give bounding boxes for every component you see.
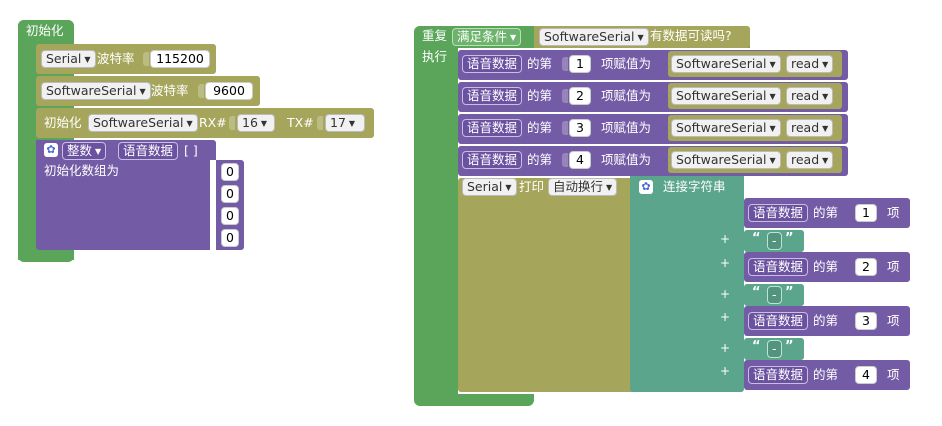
rx-pin-dropdown[interactable]: 16 ▼ xyxy=(237,114,275,132)
array-value-4[interactable]: 0 xyxy=(221,229,239,247)
assign-of-4: 的第 xyxy=(527,152,553,167)
assign-port-2[interactable]: SoftwareSerial ▼ xyxy=(671,87,781,105)
baud-input-2[interactable]: 9600 xyxy=(205,82,253,100)
assign-method-3[interactable]: read ▼ xyxy=(786,119,834,137)
assign-index-4[interactable]: 4 xyxy=(569,151,591,169)
assign-port-4[interactable]: SoftwareSerial ▼ xyxy=(671,151,781,169)
join-item-array-4[interactable]: 语音数据 xyxy=(748,366,809,384)
softserial-init-port-dropdown[interactable]: SoftwareSerial ▼ xyxy=(88,114,198,132)
rx-label: RX# xyxy=(199,115,227,130)
join-item-suffix-2: 项 xyxy=(887,259,900,274)
available-port-dropdown[interactable]: SoftwareSerial ▼ xyxy=(539,28,649,46)
array-value-2[interactable]: 0 xyxy=(221,185,239,203)
repeat-while-block[interactable] xyxy=(414,26,458,404)
serial-print-block[interactable] xyxy=(458,178,636,392)
join-item-index-2[interactable]: 2 xyxy=(855,258,877,276)
join-item-suffix-1: 项 xyxy=(887,205,900,220)
assign-port-3[interactable]: SoftwareSerial ▼ xyxy=(671,119,781,137)
join-item-of-1: 的第 xyxy=(813,205,839,220)
join-item-of-3: 的第 xyxy=(813,313,839,328)
assign-index-2[interactable]: 2 xyxy=(569,87,591,105)
assign-label-1: 项赋值为 xyxy=(601,56,652,71)
baud-label: 波特率 xyxy=(97,51,135,66)
join-plus-5[interactable]: + xyxy=(720,341,731,355)
baud-input[interactable]: 115200 xyxy=(150,50,210,68)
separator-text-2[interactable]: - xyxy=(767,286,782,304)
join-item-suffix-4: 项 xyxy=(887,367,900,382)
assign-array-2[interactable]: 语音数据 xyxy=(462,87,523,105)
assign-method-1[interactable]: read ▼ xyxy=(786,55,834,73)
assign-index-3[interactable]: 3 xyxy=(569,119,591,137)
assign-label-3: 项赋值为 xyxy=(601,120,652,135)
join-string-block[interactable] xyxy=(630,176,744,392)
assign-array-1[interactable]: 语音数据 xyxy=(462,55,523,73)
assign-array-3[interactable]: 语音数据 xyxy=(462,119,523,137)
print-port-dropdown[interactable]: Serial ▼ xyxy=(462,178,517,196)
separator-text-3[interactable]: - xyxy=(767,340,782,358)
join-gear-icon[interactable]: ✿ xyxy=(639,180,653,194)
join-item-array-3[interactable]: 语音数据 xyxy=(748,312,809,330)
join-plus-4[interactable]: + xyxy=(720,310,731,324)
assign-method-2[interactable]: read ▼ xyxy=(786,87,834,105)
init-prefix: 初始化 xyxy=(44,115,82,130)
join-plus-1[interactable]: + xyxy=(720,232,731,246)
join-item-array-2[interactable]: 语音数据 xyxy=(748,258,809,276)
assign-label-2: 项赋值为 xyxy=(601,88,652,103)
tx-pin-dropdown[interactable]: 17 ▼ xyxy=(325,114,365,132)
print-label: 打印 xyxy=(519,179,545,194)
separator-text-1[interactable]: - xyxy=(767,232,782,250)
condition-dropdown[interactable]: 满足条件 ▼ xyxy=(452,28,522,46)
assign-method-4[interactable]: read ▼ xyxy=(786,151,834,169)
gear-icon[interactable]: ✿ xyxy=(44,143,58,157)
array-name-field[interactable]: 语音数据 xyxy=(118,142,179,160)
assign-array-4[interactable]: 语音数据 xyxy=(462,151,523,169)
join-plus-2[interactable]: + xyxy=(720,256,731,270)
join-item-suffix-3: 项 xyxy=(887,313,900,328)
print-mode-dropdown[interactable]: 自动换行 ▼ xyxy=(548,178,618,196)
baud-label-2: 波特率 xyxy=(151,83,189,98)
array-init-label: 初始化数组为 xyxy=(44,163,120,178)
join-item-index-3[interactable]: 3 xyxy=(855,312,877,330)
repeat-label: 重复 xyxy=(422,28,448,43)
join-item-of-4: 的第 xyxy=(813,367,839,382)
join-item-index-4[interactable]: 4 xyxy=(855,366,877,384)
available-text: 有数据可读吗? xyxy=(650,28,732,43)
assign-port-1[interactable]: SoftwareSerial ▼ xyxy=(671,55,781,73)
array-type-dropdown[interactable]: 整数 ▼ xyxy=(62,142,107,160)
join-plus-6[interactable]: + xyxy=(720,364,731,378)
join-plus-3[interactable]: + xyxy=(720,287,731,301)
join-item-array-1[interactable]: 语音数据 xyxy=(748,204,809,222)
assign-of-1: 的第 xyxy=(527,56,553,71)
softserial-port-dropdown[interactable]: SoftwareSerial ▼ xyxy=(41,82,151,100)
array-value-1[interactable]: 0 xyxy=(221,163,239,181)
assign-of-2: 的第 xyxy=(527,88,553,103)
array-brackets: [ ] xyxy=(184,143,198,158)
tx-label: TX# xyxy=(287,115,314,130)
join-item-of-2: 的第 xyxy=(813,259,839,274)
array-value-3[interactable]: 0 xyxy=(221,207,239,225)
assign-index-1[interactable]: 1 xyxy=(569,55,591,73)
setup-title: 初始化 xyxy=(26,23,64,38)
serial-port-dropdown[interactable]: Serial ▼ xyxy=(41,50,96,68)
join-item-index-1[interactable]: 1 xyxy=(855,204,877,222)
do-label: 执行 xyxy=(422,49,448,64)
assign-label-4: 项赋值为 xyxy=(601,152,652,167)
join-label: 连接字符串 xyxy=(663,179,726,194)
assign-of-3: 的第 xyxy=(527,120,553,135)
